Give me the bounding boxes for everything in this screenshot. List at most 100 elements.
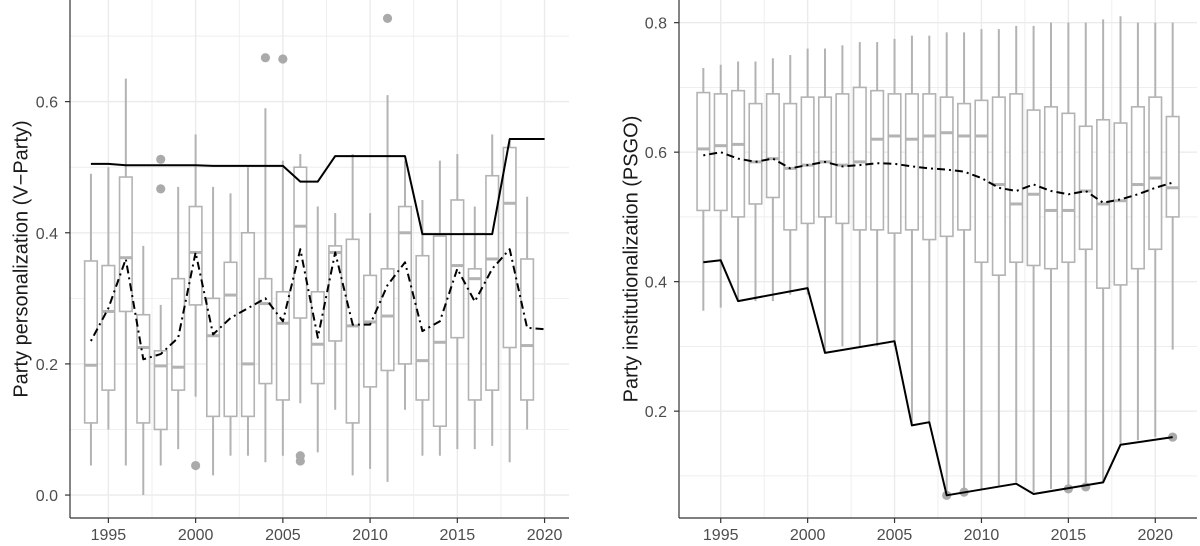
outlier-point [382, 13, 393, 23]
box-iqr [939, 96, 954, 238]
boxplot-2006 [904, 35, 919, 425]
boxplot-2016 [467, 206, 482, 450]
boxplot-2005 [887, 38, 902, 347]
boxplot-2008 [328, 213, 343, 410]
boxplot-2018 [502, 140, 517, 463]
boxplot-2009 [345, 154, 360, 476]
box-iqr [275, 290, 290, 401]
boxplot-2001 [817, 48, 833, 353]
boxplot-2017 [1096, 19, 1111, 483]
boxplot-1997 [748, 61, 763, 302]
boxplot-2003 [240, 167, 256, 456]
boxplot-2001 [205, 186, 221, 476]
box-iqr [223, 261, 238, 418]
boxplot-1996 [118, 78, 133, 466]
series-line-dotdash [703, 151, 1173, 204]
box-iqr [713, 93, 728, 212]
box-iqr [397, 205, 413, 365]
boxplot-2015 [1061, 22, 1076, 494]
panel-1: 0.0 0.2 0.4 0.6 1995 2000 2005 2010 2015 2020 Part… [10, 0, 569, 544]
boxplot-2015 [450, 154, 465, 450]
boxplot-2007 [310, 206, 325, 453]
box-iqr [852, 86, 867, 231]
boxplot-2011 [991, 29, 1006, 486]
y-tick-label: 0.4 [36, 226, 58, 243]
box-iqr [83, 260, 99, 424]
outlier-point [1081, 482, 1091, 492]
box-iqr [1165, 115, 1180, 218]
boxplot-2012 [397, 160, 413, 410]
box-iqr [765, 93, 780, 199]
box-iqr [293, 166, 308, 319]
x-tick-label: 2020 [527, 527, 563, 544]
boxplot-2017 [485, 134, 500, 446]
x-tick-label: 2005 [877, 527, 913, 544]
boxplot-2014 [432, 160, 447, 456]
box-iqr [205, 297, 221, 418]
box-iqr [1113, 122, 1128, 286]
box-iqr [1130, 106, 1145, 270]
box-iqr [922, 93, 937, 241]
box-iqr [171, 277, 186, 391]
boxplot-1995 [713, 64, 728, 308]
boxplot-2007 [922, 35, 937, 425]
box-iqr [502, 146, 517, 349]
outlier-point [156, 184, 166, 194]
box-iqr [485, 174, 500, 391]
box-iqr [974, 99, 989, 264]
box-iqr [696, 91, 711, 212]
outlier-point [191, 460, 201, 471]
box-iqr [240, 231, 256, 418]
boxplot-2004 [870, 42, 885, 347]
y-tick-label: 0.2 [36, 357, 58, 374]
boxplot-1997 [136, 245, 151, 496]
boxplot-2019 [520, 196, 535, 430]
boxplot-1998 [765, 58, 780, 302]
box-iqr [1043, 106, 1059, 270]
box-iqr [1148, 96, 1163, 251]
box-iqr [957, 102, 972, 231]
y-tick-label: 0.4 [645, 275, 667, 292]
boxplot-1999 [783, 55, 798, 295]
boxplot-2000 [800, 48, 815, 295]
boxplot-2003 [852, 42, 867, 347]
x-tick-label: 2000 [178, 527, 214, 544]
boxplot-2002 [223, 193, 238, 456]
outlier-point [295, 456, 305, 466]
x-tick-label: 2015 [440, 527, 476, 544]
y-tick-label: 0.0 [36, 488, 58, 505]
series-line-solid [90, 138, 545, 236]
boxplot-2002 [835, 45, 850, 347]
x-tick-label: 1995 [91, 527, 127, 544]
box-iqr [748, 102, 763, 205]
y-tick-label: 0.8 [645, 16, 667, 33]
box-iqr [731, 89, 746, 218]
y-axis-title: Party institutionalization (PSGO) [620, 116, 642, 403]
boxplot-2006 [293, 154, 308, 466]
boxplot-2010 [363, 213, 378, 469]
boxplot-2011 [380, 13, 395, 482]
boxplot-2010 [974, 29, 989, 489]
boxplot-2014 [1043, 22, 1059, 489]
y-tick-label: 0.6 [645, 145, 667, 162]
box-iqr [258, 277, 273, 385]
boxplot-2012 [1009, 25, 1024, 483]
y-tick-label: 0.2 [645, 404, 667, 421]
box-iqr [1009, 93, 1024, 264]
boxplot-1996 [731, 61, 746, 302]
box-iqr [870, 89, 885, 231]
box-iqr [363, 274, 378, 388]
boxplot-2018 [1113, 16, 1128, 444]
outlier-point [278, 54, 288, 64]
x-tick-label: 1995 [703, 527, 739, 544]
boxplot-1994 [696, 67, 711, 311]
box-iqr [520, 258, 535, 401]
box-iqr [101, 264, 116, 391]
boxplot-2009 [957, 32, 972, 497]
box-iqr [432, 235, 447, 428]
box-iqr [345, 238, 360, 424]
box-iqr [450, 199, 465, 339]
box-iqr [1061, 112, 1076, 264]
outlier-point [156, 154, 166, 164]
